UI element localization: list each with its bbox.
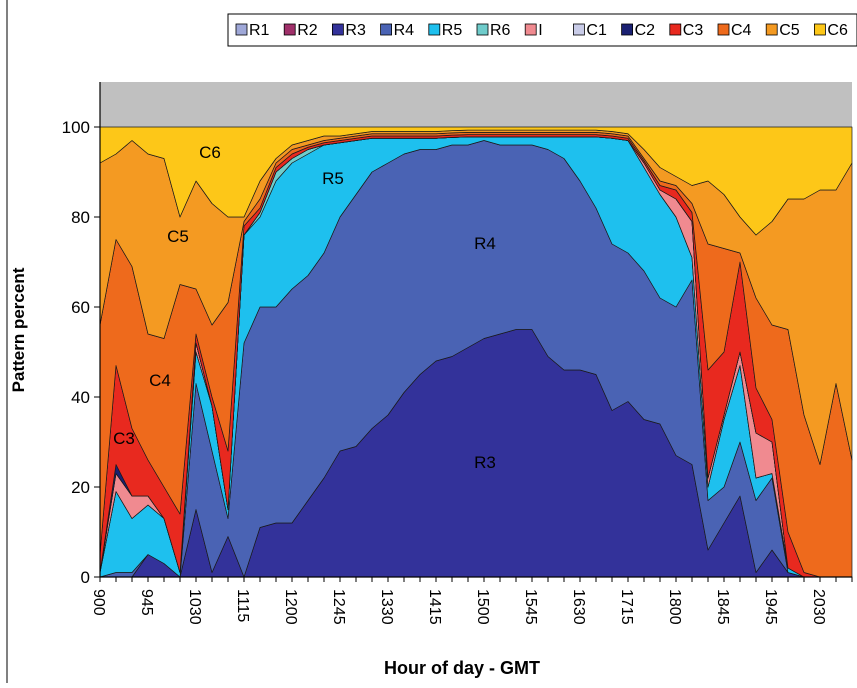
legend-swatch <box>235 23 248 36</box>
x-tick-label: 1800 <box>666 589 683 625</box>
legend-label: C3 <box>683 22 704 39</box>
annotation: R3 <box>474 453 496 472</box>
x-tick-label: 900 <box>90 589 107 616</box>
legend-swatch <box>669 23 682 36</box>
annotation: C6 <box>199 143 221 162</box>
legend-label: R5 <box>442 22 463 39</box>
legend-swatch <box>380 23 393 36</box>
x-tick-label: 1415 <box>426 589 443 625</box>
legend-label: R6 <box>490 22 511 39</box>
y-tick-label: 0 <box>81 568 90 587</box>
annotation: R4 <box>474 234 496 253</box>
x-tick-label: 2030 <box>810 589 827 625</box>
x-tick-label: 1115 <box>234 589 251 622</box>
legend-label: R1 <box>249 22 270 39</box>
legend: R1 R2 R3 R4 R5 R6 I C1 C2 C3 C4 C5 C6 <box>235 22 848 39</box>
legend-label: C6 <box>827 22 848 39</box>
y-tick-label: 20 <box>71 478 90 497</box>
x-tick-label: 1330 <box>378 589 395 625</box>
x-tick-label: 1245 <box>330 589 347 625</box>
y-tick-label: 60 <box>71 298 90 317</box>
legend-swatch <box>717 23 730 36</box>
legend-label: R3 <box>345 22 366 39</box>
x-tick-label: 1545 <box>522 589 539 625</box>
x-tick-label: 1500 <box>474 589 491 625</box>
annotation: C3 <box>113 429 135 448</box>
legend-label: R2 <box>297 22 318 39</box>
legend-swatch <box>573 23 585 36</box>
legend-label: C5 <box>779 22 800 39</box>
legend-swatch <box>283 23 296 36</box>
y-tick-label: 80 <box>71 208 90 227</box>
legend-swatch <box>428 23 441 36</box>
legend-swatch <box>524 23 537 36</box>
annotation: C4 <box>149 371 171 390</box>
legend-label: R4 <box>394 22 415 39</box>
legend-swatch <box>765 23 778 36</box>
legend-label: C4 <box>731 22 752 39</box>
x-tick-label: 1945 <box>762 589 779 625</box>
legend-label: C2 <box>635 22 656 39</box>
annotation: R5 <box>322 169 344 188</box>
axes: 0 20 40 60 80 100 900 945 1030 1115 1200 1245 1330 14… <box>62 82 853 625</box>
legend-label: I <box>538 22 542 39</box>
x-tick-label: 1715 <box>618 589 635 625</box>
legend-swatch <box>814 23 826 36</box>
legend-swatch <box>331 23 344 36</box>
legend-swatch <box>476 23 489 36</box>
legend-label: C1 <box>586 22 607 39</box>
x-tick-label: 1630 <box>570 589 587 625</box>
x-tick-label: 1200 <box>282 589 299 625</box>
y-axis-title: Pattern percent <box>9 267 28 392</box>
y-tick-label: 40 <box>71 388 90 407</box>
annotation: C5 <box>167 227 189 246</box>
x-axis-title: Hour of day - GMT <box>384 658 540 678</box>
areas <box>99 126 853 578</box>
x-tick-label: 1030 <box>186 589 203 625</box>
area <box>99 126 853 236</box>
y-tick-label: 100 <box>62 118 90 137</box>
x-tick-label: 945 <box>138 589 155 616</box>
legend-swatch <box>621 23 633 36</box>
x-tick-label: 1845 <box>714 589 731 625</box>
